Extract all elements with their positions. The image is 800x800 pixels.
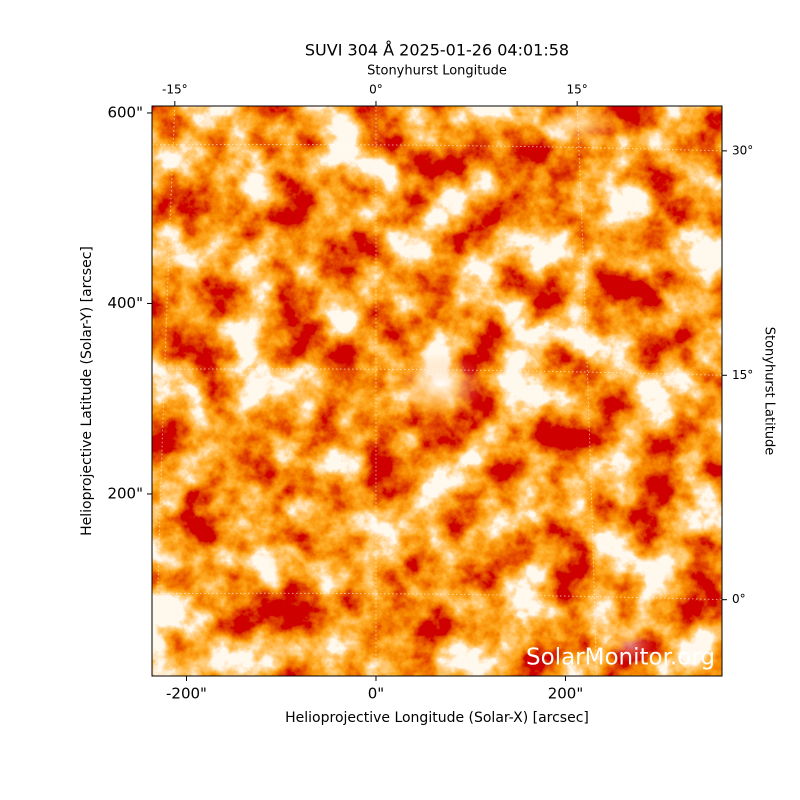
right-axis-label: Stonyhurst Latitude	[762, 327, 777, 456]
right-tick-label: 30°	[732, 143, 753, 157]
y-axis-label: Helioprojective Latitude (Solar-Y) [arcs…	[79, 246, 95, 536]
plot-frame	[151, 105, 723, 677]
chart-title: SUVI 304 Å 2025-01-26 04:01:58	[305, 41, 569, 60]
x-tick-label: -200"	[166, 685, 207, 703]
y-tick-label: 600"	[107, 103, 143, 121]
grid-meridian	[576, 106, 597, 676]
bright-region	[395, 353, 485, 417]
top-tick-label: -15°	[162, 83, 188, 97]
right-tick-label: 0°	[732, 592, 746, 606]
top-tick-label: 0°	[369, 83, 383, 97]
grid	[152, 106, 722, 676]
x-tick-label: 0"	[368, 685, 384, 703]
y-tick-label: 200"	[107, 484, 143, 502]
grid-parallel	[152, 592, 722, 601]
top-tick-label: 15°	[567, 83, 588, 97]
x-tick-label: 200"	[548, 685, 584, 703]
solar-image	[152, 106, 722, 676]
grid-parallel	[152, 368, 722, 376]
bright-region	[540, 106, 620, 147]
bright-region	[605, 627, 655, 663]
top-axis-label: Stonyhurst Longitude	[367, 64, 507, 79]
x-axis-label: Helioprojective Longitude (Solar-X) [arc…	[285, 710, 589, 726]
right-tick-label: 15°	[732, 368, 753, 382]
grid-meridian	[154, 106, 176, 676]
grid-parallel	[152, 143, 722, 152]
watermark: SolarMonitor.org	[526, 645, 715, 671]
y-tick-label: 400"	[107, 294, 143, 312]
